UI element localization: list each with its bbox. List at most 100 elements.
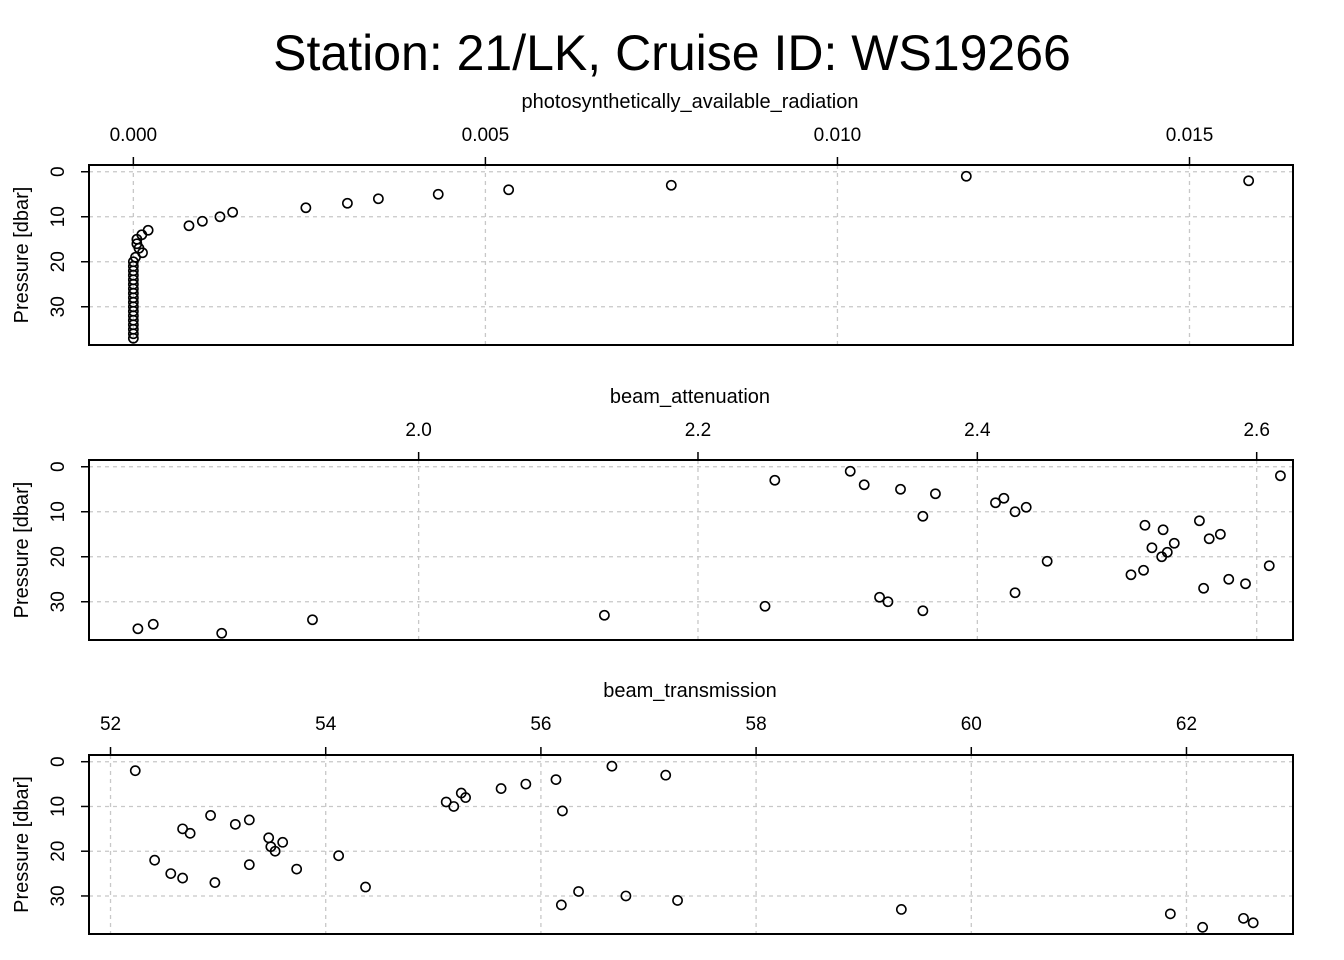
data-point	[1020, 501, 1032, 513]
data-point	[1139, 519, 1151, 531]
x-tick-label: 2.0	[405, 420, 431, 441]
plot-frame	[88, 164, 1294, 346]
x-tick-label: 2.4	[964, 420, 991, 441]
data-point	[555, 899, 567, 911]
data-point	[269, 845, 281, 857]
data-point	[599, 609, 610, 621]
data-point	[209, 877, 221, 888]
y-tick-label: 30	[48, 296, 69, 317]
data-point	[759, 600, 771, 612]
data-point	[1138, 564, 1149, 576]
data-point	[917, 605, 929, 617]
data-point	[1164, 908, 1176, 920]
data-point	[998, 492, 1010, 504]
data-point	[1194, 515, 1205, 527]
data-point	[503, 184, 515, 196]
data-point	[165, 868, 177, 879]
data-point	[216, 627, 228, 639]
data-point	[990, 497, 1001, 509]
y-tick-label: 30	[48, 885, 69, 906]
data-point	[660, 769, 672, 781]
data-point	[1263, 560, 1275, 572]
data-point	[1197, 921, 1209, 933]
data-point	[243, 859, 255, 871]
y-tick-label: 0	[48, 166, 69, 177]
y-axis-label: Pressure [dbar]	[11, 482, 33, 619]
panel-2: 2.0 2.2 2.4 2.6 0 10 20 30 beam_attenuation Press…	[11, 386, 1294, 641]
data-point	[300, 202, 312, 214]
data-point	[1146, 542, 1158, 554]
data-point	[665, 179, 677, 191]
data-point	[307, 614, 318, 626]
y-tick-label: 10	[48, 796, 69, 817]
data-point	[263, 832, 275, 844]
data-point	[874, 591, 885, 603]
data-point	[196, 215, 208, 227]
data-point	[844, 465, 856, 477]
data-point	[1156, 551, 1168, 563]
data-point	[606, 760, 618, 772]
data-point	[895, 903, 907, 915]
data-point	[127, 332, 139, 344]
y-tick-label: 10	[48, 206, 69, 227]
data-point	[142, 224, 154, 236]
data-point	[672, 895, 683, 906]
x-tick-label: 0.005	[462, 125, 510, 146]
x-tick-label: 0.015	[1166, 125, 1214, 146]
data-point	[1157, 524, 1169, 536]
data-point	[1041, 555, 1053, 567]
x-tick-label: 58	[746, 714, 767, 735]
data-point	[1223, 573, 1235, 585]
x-axis-label: photosynthetically_available_radiation	[522, 91, 859, 113]
data-point	[882, 596, 894, 608]
data-point	[895, 483, 906, 495]
y-tick-label: 10	[48, 501, 69, 522]
y-tick-label: 0	[48, 461, 69, 472]
x-tick-label: 62	[1176, 714, 1197, 735]
x-axis-label: beam_attenuation	[610, 386, 770, 408]
data-point	[557, 805, 568, 817]
panel-1: 0.000 0.005 0.010 0.015 0 10 20 30 photosyntheti…	[11, 91, 1294, 346]
data-point	[550, 774, 562, 786]
data-point	[243, 814, 255, 826]
data-point	[1240, 578, 1251, 590]
y-tick-label: 20	[48, 841, 69, 862]
data-point	[917, 510, 929, 522]
data-point	[1238, 912, 1249, 924]
data-point	[1168, 537, 1180, 549]
y-tick-label: 20	[48, 251, 69, 272]
data-point	[448, 801, 460, 812]
x-tick-label: 2.2	[685, 420, 711, 441]
x-axis-label: beam_transmission	[603, 680, 776, 702]
data-point	[177, 872, 189, 884]
panel-3: 52 54 56 58 60 62 0 10 20 30 beam_transmission Pres…	[11, 680, 1294, 935]
data-point	[520, 778, 532, 790]
data-point	[1243, 175, 1255, 187]
data-point	[460, 792, 471, 803]
data-point	[147, 618, 159, 630]
x-tick-label: 60	[961, 714, 982, 735]
data-point	[277, 836, 289, 848]
data-point	[1009, 506, 1021, 518]
data-point	[930, 488, 941, 500]
data-point	[342, 197, 353, 209]
chart-title: Station: 21/LK, Cruise ID: WS19266	[273, 25, 1071, 81]
x-tick-label: 52	[100, 714, 121, 735]
data-point	[129, 765, 141, 777]
data-point	[1275, 470, 1286, 482]
data-point	[1009, 587, 1021, 599]
y-tick-label: 0	[48, 756, 69, 767]
data-point	[372, 193, 384, 205]
y-tick-label: 20	[48, 546, 69, 567]
plot-frame	[88, 459, 1294, 641]
data-point	[127, 328, 139, 340]
x-tick-label: 0.010	[814, 125, 862, 146]
y-axis-label: Pressure [dbar]	[11, 187, 33, 324]
x-tick-label: 56	[530, 714, 551, 735]
data-point	[184, 827, 196, 839]
data-point	[132, 623, 144, 635]
data-point	[360, 881, 371, 893]
data-point	[1214, 528, 1226, 540]
data-point	[149, 854, 161, 866]
